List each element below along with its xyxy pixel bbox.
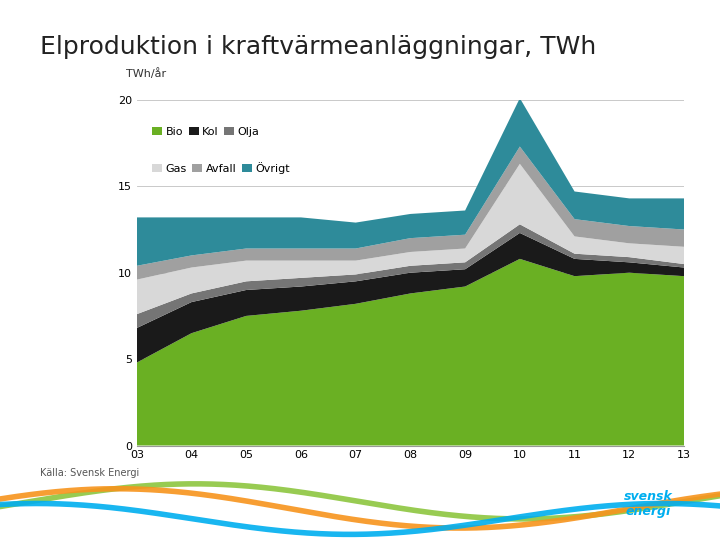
Text: TWh/år: TWh/år xyxy=(126,68,166,79)
Text: Källa: Svensk Energi: Källa: Svensk Energi xyxy=(40,468,139,478)
Text: Elproduktion i kraftvärmeanläggningar, TWh: Elproduktion i kraftvärmeanläggningar, T… xyxy=(40,35,596,59)
Text: svensk
energi: svensk energi xyxy=(624,490,672,518)
Legend: Gas, Avfall, Övrigt: Gas, Avfall, Övrigt xyxy=(148,157,294,178)
